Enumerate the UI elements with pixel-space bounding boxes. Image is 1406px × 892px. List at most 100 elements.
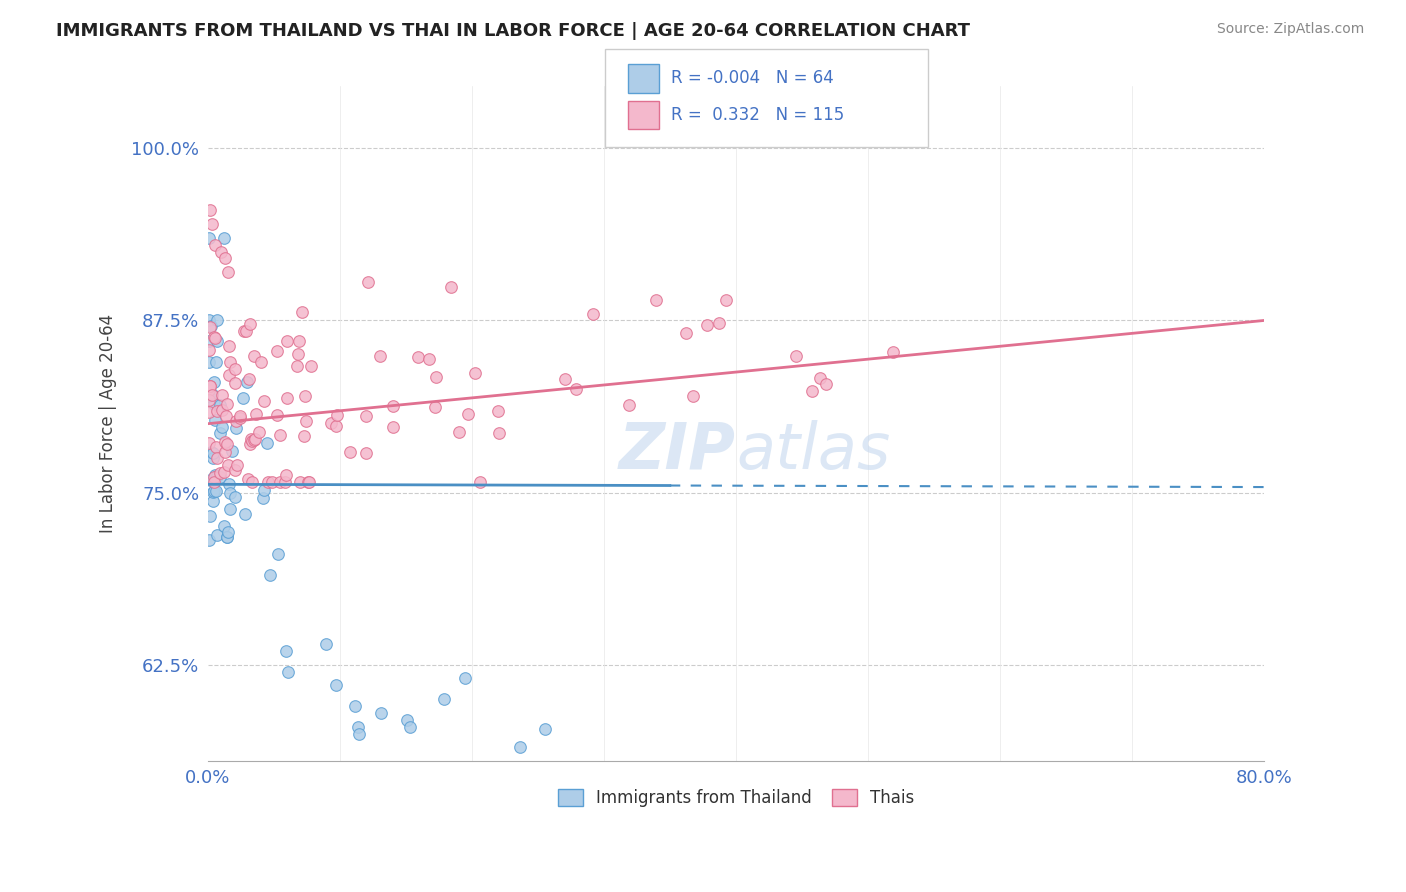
Point (319, 417, 342, 431)
Point (801, 384, 824, 399)
Point (208, 398, 231, 412)
Point (277, 665, 299, 679)
Point (357, 275, 380, 289)
Point (214, 445, 236, 459)
Point (395, 713, 418, 727)
Point (696, 318, 718, 333)
Point (226, 458, 249, 473)
Point (354, 409, 377, 424)
Point (218, 477, 240, 491)
Point (202, 483, 225, 498)
Point (240, 432, 263, 446)
Point (447, 425, 470, 439)
Point (214, 252, 236, 266)
Point (294, 414, 316, 428)
Point (882, 344, 904, 359)
Point (243, 432, 266, 446)
Point (205, 468, 228, 483)
Point (326, 408, 349, 422)
Point (274, 644, 297, 658)
Point (682, 389, 704, 403)
Point (209, 470, 232, 484)
Point (198, 313, 221, 327)
Point (291, 305, 314, 319)
Point (198, 383, 221, 397)
Point (212, 519, 235, 533)
Point (253, 393, 276, 408)
Point (198, 436, 221, 450)
Point (205, 528, 228, 542)
Point (406, 350, 429, 364)
Point (202, 484, 225, 499)
Point (217, 265, 239, 279)
Point (288, 475, 311, 489)
Point (269, 428, 291, 442)
Point (260, 475, 283, 489)
Point (418, 351, 440, 366)
Point (534, 723, 557, 737)
Point (217, 524, 239, 539)
Point (470, 475, 492, 489)
Point (205, 313, 228, 327)
Point (285, 359, 308, 373)
Point (276, 391, 298, 405)
Point (294, 389, 316, 403)
Point (200, 318, 222, 333)
Point (200, 444, 222, 458)
Point (425, 400, 447, 414)
Point (221, 444, 243, 458)
Point (204, 331, 226, 345)
Point (245, 407, 267, 421)
Text: IMMIGRANTS FROM THAILAND VS THAI IN LABOR FORCE | AGE 20-64 CORRELATION CHART: IMMIGRANTS FROM THAILAND VS THAI IN LABO… (56, 22, 970, 40)
Point (287, 347, 309, 361)
Point (370, 706, 392, 720)
Point (201, 217, 224, 231)
Point (201, 388, 224, 402)
Point (645, 293, 668, 308)
Text: R =  0.332   N = 115: R = 0.332 N = 115 (671, 106, 844, 124)
Point (239, 317, 262, 331)
Point (509, 740, 531, 755)
Point (433, 692, 456, 706)
Legend: Immigrants from Thailand, Thais: Immigrants from Thailand, Thais (551, 782, 921, 814)
Point (464, 366, 486, 380)
Point (198, 203, 221, 218)
Point (229, 409, 252, 423)
Point (249, 355, 271, 369)
Point (299, 359, 322, 374)
Point (343, 698, 366, 713)
Point (252, 491, 274, 505)
Point (315, 637, 337, 651)
Point (232, 324, 254, 338)
Point (240, 475, 263, 489)
Point (202, 470, 225, 484)
Point (218, 355, 240, 369)
Point (211, 402, 233, 417)
Point (217, 530, 239, 544)
Point (198, 393, 221, 408)
Point (582, 307, 605, 321)
Point (236, 375, 259, 389)
Point (204, 413, 226, 427)
Point (247, 425, 270, 439)
Point (256, 435, 278, 450)
Point (218, 368, 240, 382)
Point (204, 376, 226, 390)
Point (205, 451, 228, 466)
Point (205, 334, 228, 348)
Point (292, 429, 315, 443)
Point (267, 547, 290, 561)
Point (354, 446, 377, 460)
Point (212, 231, 235, 245)
Point (808, 371, 831, 385)
Point (707, 316, 730, 330)
Point (201, 386, 224, 401)
Point (325, 418, 347, 433)
Point (201, 493, 224, 508)
Point (198, 343, 221, 358)
Point (274, 468, 297, 483)
Point (202, 330, 225, 344)
Point (218, 501, 240, 516)
Text: R = -0.004   N = 64: R = -0.004 N = 64 (671, 70, 834, 87)
Point (298, 475, 321, 489)
